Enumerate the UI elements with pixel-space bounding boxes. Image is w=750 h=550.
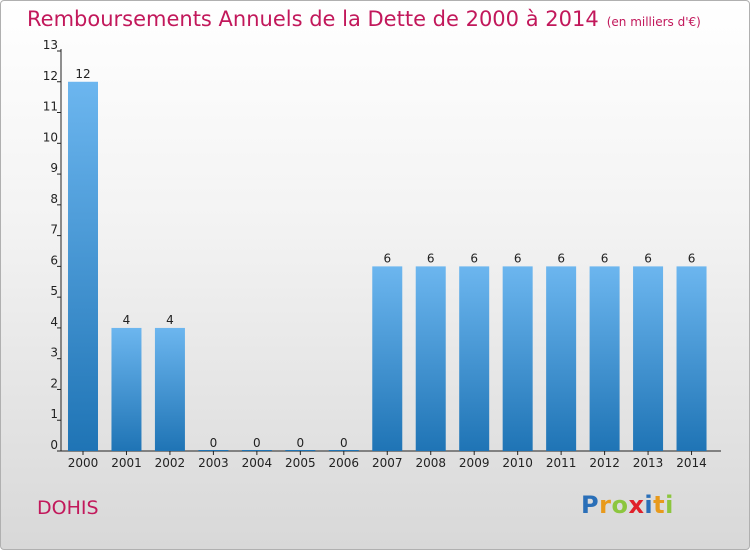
bar-value-label: 6	[688, 251, 696, 265]
bar-2001	[111, 327, 142, 451]
bar-value-label: 6	[470, 251, 478, 265]
x-tick-label: 2003	[198, 456, 229, 470]
bar-2010	[502, 266, 533, 451]
bar-2014	[676, 266, 707, 451]
bar-value-label: 0	[340, 436, 348, 450]
x-tick-label: 2010	[502, 456, 533, 470]
bar-value-label: 4	[166, 313, 174, 327]
x-tick-label: 2012	[589, 456, 620, 470]
bar-2005	[285, 450, 316, 451]
y-tick-label: 0	[50, 438, 58, 452]
chart-title-text: Remboursements Annuels de la Dette de 20…	[27, 7, 599, 31]
bar-value-label: 6	[601, 251, 609, 265]
bar-2009	[459, 266, 490, 451]
x-tick-label: 2001	[111, 456, 142, 470]
x-tick-label: 2006	[329, 456, 360, 470]
x-tick-label: 2009	[459, 456, 490, 470]
x-tick-label: 2008	[415, 456, 446, 470]
bar-2000	[68, 81, 98, 452]
y-tick-label: 7	[50, 223, 58, 237]
bar-2012	[589, 266, 620, 451]
bar-2002	[154, 327, 185, 451]
y-tick-label: 1	[50, 407, 58, 421]
bar-2011	[546, 266, 577, 451]
y-tick-label: 10	[43, 130, 58, 144]
bar-value-label: 6	[383, 251, 391, 265]
town-name: DOHIS	[37, 497, 99, 519]
bar-value-label: 4	[123, 313, 131, 327]
x-tick-label: 2005	[285, 456, 316, 470]
y-tick-label: 8	[50, 192, 58, 206]
y-tick-label: 2	[50, 376, 58, 390]
bar-value-label: 0	[253, 436, 261, 450]
bar-value-label: 6	[557, 251, 565, 265]
y-tick-label: 5	[50, 284, 58, 298]
bar-value-label: 6	[514, 251, 522, 265]
bar-2006	[328, 450, 359, 451]
bar-value-label: 6	[644, 251, 652, 265]
x-tick-label: 2007	[372, 456, 403, 470]
proxiti-logo: Proxiti	[581, 491, 674, 519]
y-tick-label: 6	[50, 253, 58, 267]
bar-value-label: 0	[297, 436, 305, 450]
y-tick-label: 12	[43, 69, 58, 83]
x-tick-label: 2013	[633, 456, 664, 470]
y-tick-label: 3	[50, 346, 58, 360]
bar-2008	[415, 266, 446, 451]
y-tick-label: 9	[50, 161, 58, 175]
x-tick-label: 2011	[546, 456, 577, 470]
x-tick-label: 2014	[676, 456, 707, 470]
bar-2004	[241, 450, 272, 451]
chart-unit: (en milliers d'€)	[606, 15, 701, 29]
bar-value-label: 0	[210, 436, 218, 450]
y-tick-label: 4	[50, 315, 58, 329]
bar-2003	[198, 450, 229, 451]
y-tick-label: 11	[43, 100, 58, 114]
y-tick-label: 13	[43, 38, 58, 52]
bar-value-label: 6	[427, 251, 435, 265]
bar-2013	[633, 266, 664, 451]
bar-2007	[372, 266, 403, 451]
x-tick-label: 2004	[242, 456, 273, 470]
x-tick-label: 2000	[68, 456, 99, 470]
chart-title: Remboursements Annuels de la Dette de 20…	[27, 7, 701, 31]
x-tick-label: 2002	[155, 456, 186, 470]
bar-value-label: 12	[75, 67, 90, 81]
